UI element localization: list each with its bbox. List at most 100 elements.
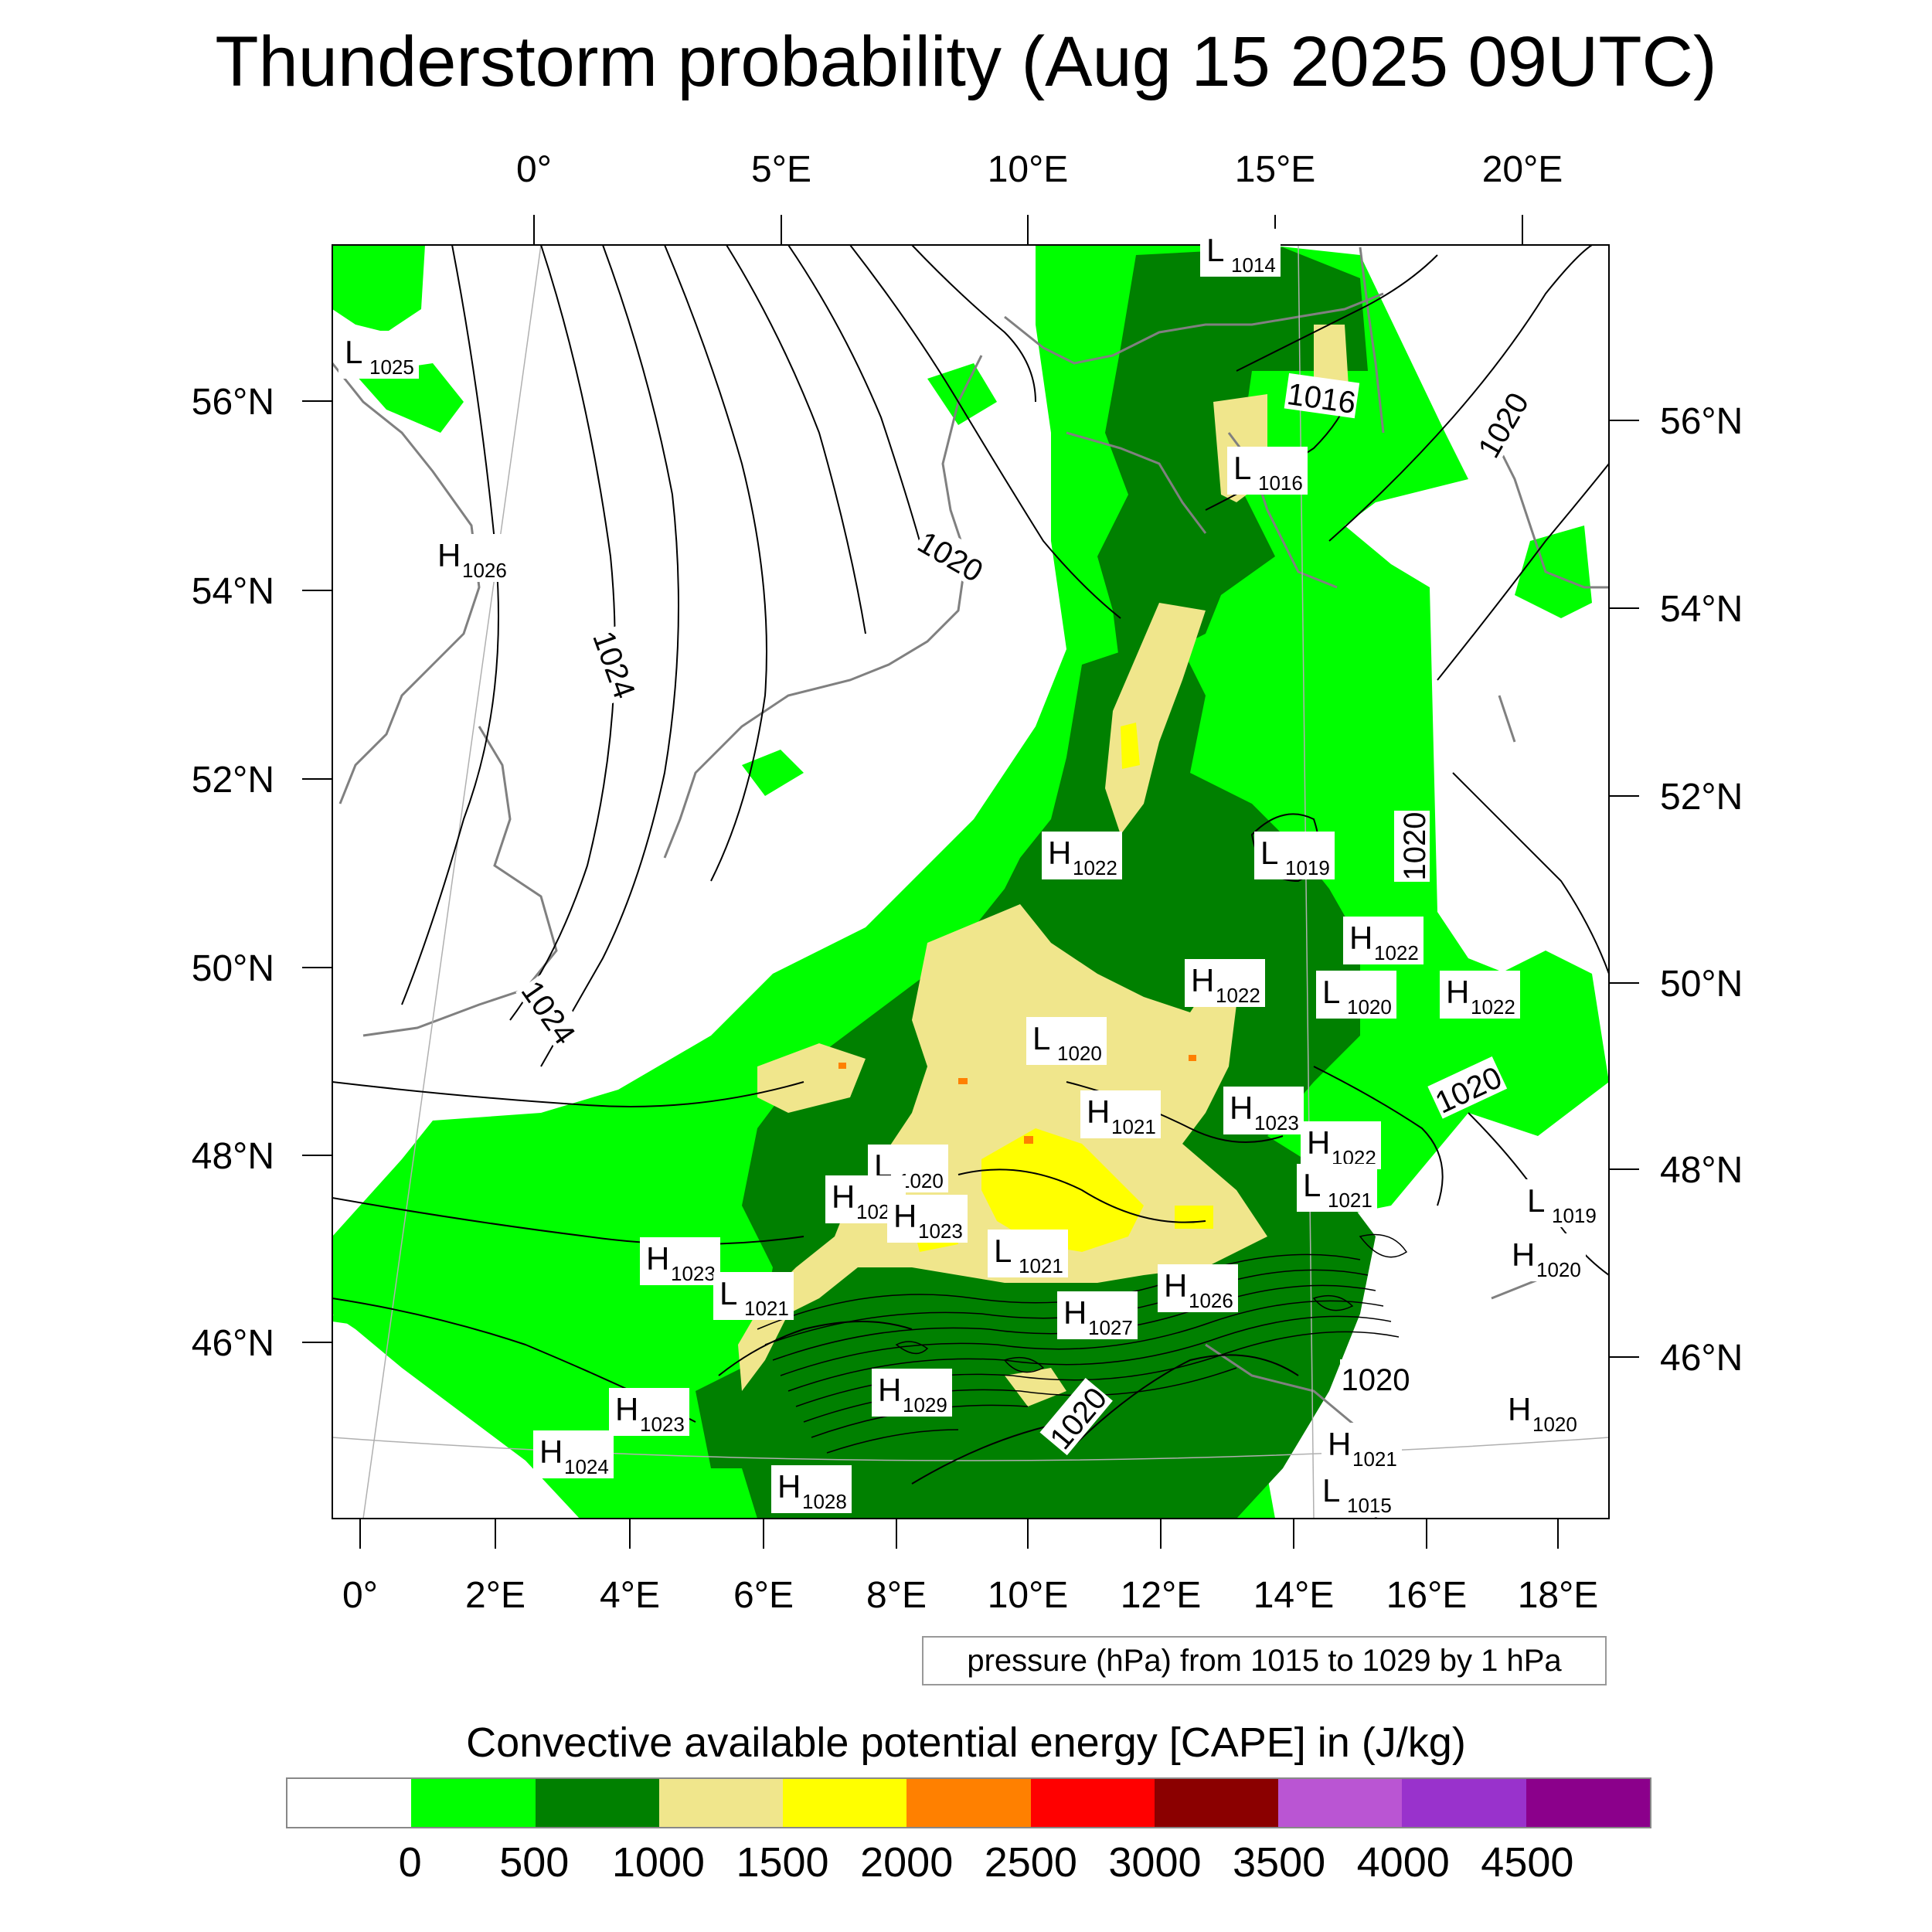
high-pressure-label: H 1022	[1343, 917, 1423, 964]
pressure-type: L	[1303, 1167, 1321, 1203]
colorbar-tick-label: 500	[499, 1839, 570, 1886]
high-pressure-label: H 1022	[1042, 832, 1122, 879]
top-lon-label: 0°	[516, 149, 552, 190]
high-pressure-label: H 1023	[609, 1388, 689, 1436]
pressure-type: H	[1446, 974, 1469, 1010]
pressure-type: H	[1048, 835, 1071, 871]
pressure-type: H	[1164, 1267, 1187, 1304]
pressure-type: H	[1349, 920, 1372, 956]
pressure-value: 1023	[918, 1219, 963, 1243]
right-lat-label: 48°N	[1660, 1150, 1743, 1191]
colorbar-tick-label: 3500	[1233, 1839, 1326, 1886]
top-lon-labels: 0° 5°E 10°E 15°E 20°E	[516, 149, 1563, 190]
right-lat-label: 54°N	[1660, 589, 1743, 630]
pressure-type: H	[893, 1198, 917, 1234]
pressure-value: 1022	[1374, 941, 1419, 964]
high-pressure-label: H 1021	[1321, 1423, 1402, 1471]
low-pressure-label: L 1019	[1254, 832, 1335, 879]
pressure-type: H	[1230, 1090, 1253, 1126]
bottom-lon-label: 10°E	[988, 1575, 1069, 1616]
low-pressure-label: L 1016	[1227, 447, 1308, 495]
chart-title: Thunderstorm probability (Aug 15 2025 09…	[215, 22, 1717, 101]
right-lat-label: 46°N	[1660, 1338, 1743, 1379]
pressure-type: L	[719, 1275, 737, 1311]
pressure-type: H	[1328, 1426, 1351, 1462]
high-pressure-label: H 1020	[1502, 1388, 1582, 1436]
pressure-value: 1024	[564, 1455, 609, 1478]
pressure-value: 1023	[671, 1262, 716, 1285]
pressure-type: H	[1508, 1391, 1531, 1427]
pressure-type: H	[615, 1391, 638, 1427]
bottom-lon-labels: 0° 2°E 4°E 6°E 8°E 10°E 12°E 14°E 16°E 1…	[342, 1575, 1598, 1616]
low-pressure-label: L 1019	[1521, 1179, 1601, 1227]
colorbar-tick-label: 4500	[1481, 1839, 1574, 1886]
colorbar-tick-label: 1500	[736, 1839, 829, 1886]
high-pressure-label: H 1028	[771, 1465, 852, 1513]
colorbar-bin	[1030, 1779, 1155, 1827]
right-lat-labels: 56°N 54°N 52°N 50°N 48°N 46°N	[1660, 401, 1743, 1379]
pressure-value: 1023	[1254, 1111, 1299, 1134]
pressure-value: 1019	[1285, 856, 1330, 879]
isobar-label: 1020	[1340, 1359, 1411, 1397]
map-frame	[332, 244, 1610, 1519]
pressure-type: H	[1307, 1124, 1330, 1161]
colorbar-bin	[287, 1779, 412, 1827]
bottom-lon-label: 16°E	[1386, 1575, 1468, 1616]
high-pressure-label: H 1023	[1223, 1087, 1304, 1134]
pressure-value: 1021	[1328, 1189, 1372, 1212]
pressure-value: 1027	[1088, 1316, 1133, 1339]
pressure-type: L	[994, 1233, 1012, 1269]
colorbar-bin	[783, 1779, 907, 1827]
high-pressure-label: H 1029	[872, 1369, 952, 1417]
colorbar-bin	[1526, 1779, 1650, 1827]
pressure-value: 1014	[1231, 253, 1276, 277]
pressure-value: 1020	[1532, 1413, 1577, 1436]
colorbar-title: Convective available potential energy [C…	[466, 1719, 1466, 1766]
pressure-type: H	[539, 1434, 563, 1470]
pressure-type: L	[1032, 1020, 1050, 1056]
right-lat-label: 56°N	[1660, 401, 1743, 442]
pressure-value: 1020	[1347, 995, 1392, 1019]
low-pressure-label: L 1015	[1316, 1469, 1396, 1517]
colorbar-tick-label: 3000	[1108, 1839, 1202, 1886]
pressure-type: H	[832, 1179, 855, 1215]
high-pressure-label: H 1022	[1301, 1121, 1381, 1169]
tick-marks	[302, 215, 1639, 1549]
pressure-value: 1022	[1216, 984, 1260, 1007]
bottom-lon-label: 8°E	[866, 1575, 927, 1616]
low-pressure-label: L 1021	[1297, 1164, 1377, 1212]
low-pressure-label: L 1021	[988, 1230, 1068, 1277]
top-lon-label: 10°E	[988, 149, 1069, 190]
contour-info-box: pressure (hPa) from 1015 to 1029 by 1 hP…	[922, 1636, 1607, 1685]
pressure-type: H	[1191, 962, 1214, 998]
pressure-value: 1019	[1552, 1204, 1597, 1227]
bottom-lon-label: 0°	[342, 1575, 378, 1616]
bottom-lon-label: 18°E	[1518, 1575, 1599, 1616]
colorbar-tick-label: 2000	[860, 1839, 954, 1886]
high-pressure-label: H 1027	[1057, 1291, 1138, 1339]
right-lat-label: 52°N	[1660, 777, 1743, 818]
high-pressure-label: H 1022	[1440, 971, 1520, 1019]
colorbar-tick-label: 4000	[1356, 1839, 1450, 1886]
pressure-type: H	[777, 1468, 801, 1505]
pressure-value: 1026	[1189, 1289, 1233, 1312]
pressure-value: 1020	[1536, 1258, 1581, 1281]
pressure-type: L	[1527, 1182, 1545, 1219]
left-lat-label: 54°N	[192, 571, 274, 612]
left-lat-label: 50°N	[192, 948, 274, 989]
pressure-value: 1016	[1258, 471, 1303, 495]
high-pressure-label: H 1026	[431, 534, 512, 582]
colorbar-bin	[658, 1779, 784, 1827]
pressure-type: L	[874, 1148, 892, 1184]
low-pressure-label: L 1014	[1200, 229, 1281, 277]
pressure-value: 1022	[1471, 995, 1515, 1019]
left-lat-label: 48°N	[192, 1136, 274, 1177]
pressure-type: L	[1322, 1472, 1340, 1509]
left-lat-label: 46°N	[192, 1323, 274, 1364]
high-pressure-label: H 1023	[887, 1195, 968, 1243]
high-pressure-label: H 1026	[1158, 1264, 1238, 1312]
left-lat-label: 52°N	[192, 760, 274, 801]
pressure-type: L	[1206, 232, 1224, 268]
pressure-type: H	[1087, 1094, 1110, 1130]
